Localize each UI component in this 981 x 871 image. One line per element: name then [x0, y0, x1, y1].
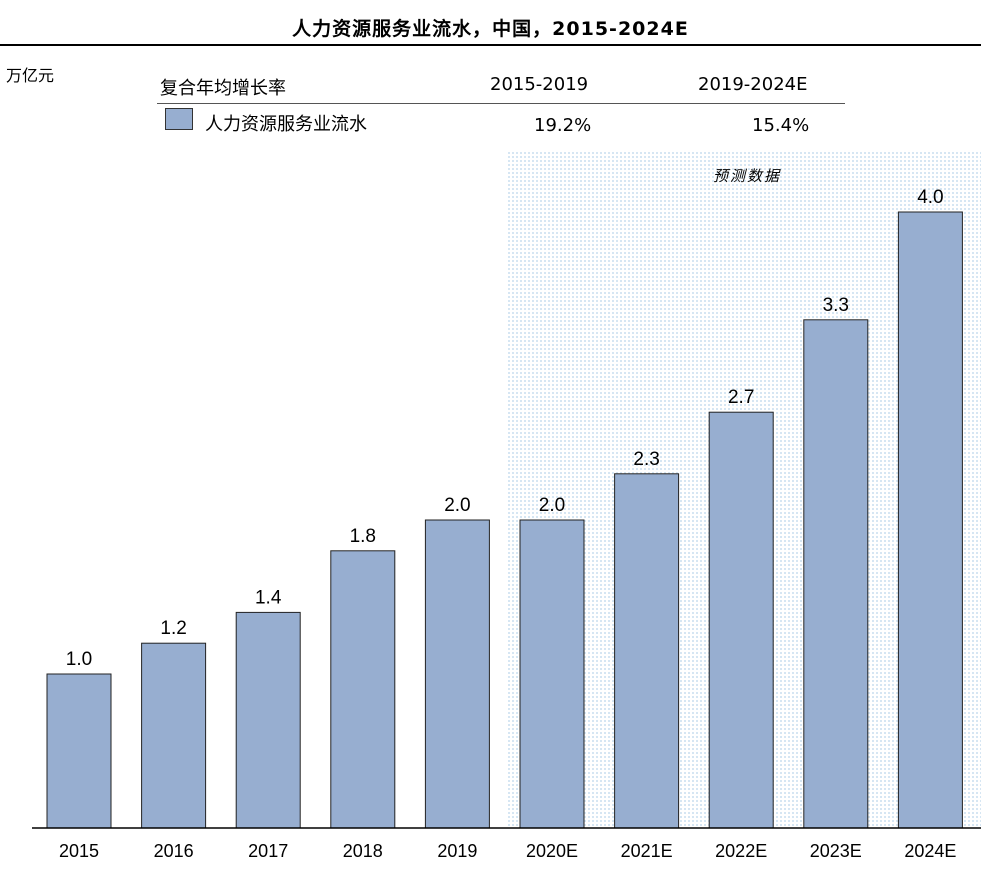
value-label-2020E: 2.0	[539, 495, 565, 516]
bar-2015	[46, 673, 112, 829]
bar-2017	[235, 611, 301, 829]
x-tick-label-2020E: 2020E	[526, 841, 578, 861]
bar-2020E	[519, 519, 585, 829]
x-tick-label-2019: 2019	[437, 841, 477, 861]
cagr-period-1: 2015-2019	[490, 74, 589, 95]
x-tick-label-2023E: 2023E	[810, 841, 862, 861]
forecast-label: 预测数据	[713, 167, 782, 185]
value-label-2021E: 2.3	[633, 449, 659, 470]
title-divider	[0, 44, 981, 46]
x-tick-label-2017: 2017	[248, 841, 288, 861]
x-tick-label-2016: 2016	[154, 841, 194, 861]
cagr-period-2: 2019-2024E	[698, 74, 808, 95]
cagr-value-2: 15.4%	[752, 115, 810, 136]
x-tick-label-2022E: 2022E	[715, 841, 767, 861]
value-label-2015: 1.0	[66, 649, 92, 670]
bar-2024E	[897, 211, 963, 829]
legend-label: 人力资源服务业流水	[205, 114, 367, 135]
value-label-2022E: 2.7	[728, 387, 754, 408]
bar-2018	[330, 550, 396, 829]
unit-label: 万亿元	[6, 66, 55, 85]
value-label-2016: 1.2	[160, 618, 186, 639]
value-label-2018: 1.8	[350, 526, 376, 547]
cagr-value-1: 19.2%	[534, 115, 592, 136]
value-label-2017: 1.4	[255, 587, 282, 608]
legend-swatch	[165, 108, 193, 130]
bar-2021E	[614, 473, 680, 829]
x-tick-label-2015: 2015	[59, 841, 99, 861]
value-label-2024E: 4.0	[917, 187, 943, 208]
x-tick-label-2024E: 2024E	[904, 841, 956, 861]
value-label-2023E: 3.3	[823, 295, 849, 316]
chart-title: 人力资源服务业流水，中国，2015-2024E	[292, 18, 689, 40]
bar-2022E	[708, 411, 774, 829]
value-label-2019: 2.0	[444, 495, 470, 516]
bar-2023E	[803, 319, 869, 829]
bar-2016	[141, 642, 207, 829]
x-tick-label-2021E: 2021E	[621, 841, 673, 861]
cagr-divider	[157, 103, 845, 104]
bar-2019	[424, 519, 490, 829]
cagr-label: 复合年均增长率	[160, 78, 286, 99]
x-tick-label-2018: 2018	[343, 841, 383, 861]
